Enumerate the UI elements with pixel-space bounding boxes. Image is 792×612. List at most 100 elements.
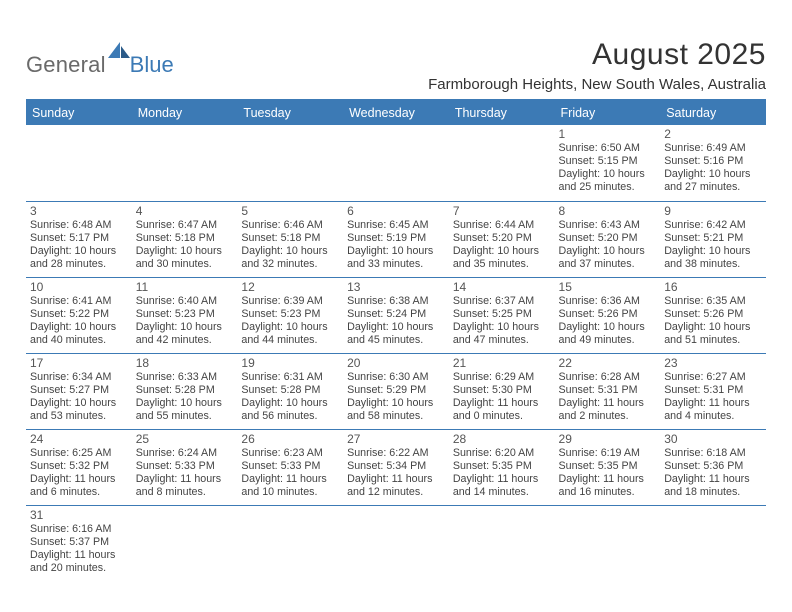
calendar-cell: 29Sunrise: 6:19 AMSunset: 5:35 PMDayligh… [555, 429, 661, 505]
calendar-cell: 26Sunrise: 6:23 AMSunset: 5:33 PMDayligh… [237, 429, 343, 505]
calendar-row: 24Sunrise: 6:25 AMSunset: 5:32 PMDayligh… [26, 429, 766, 505]
calendar-row: 3Sunrise: 6:48 AMSunset: 5:17 PMDaylight… [26, 201, 766, 277]
calendar-cell [26, 125, 132, 201]
brand-logo: General Blue [26, 38, 174, 78]
day-details: Sunrise: 6:49 AMSunset: 5:16 PMDaylight:… [664, 142, 762, 194]
calendar-cell: 7Sunrise: 6:44 AMSunset: 5:20 PMDaylight… [449, 201, 555, 277]
calendar-cell [237, 125, 343, 201]
day-details: Sunrise: 6:24 AMSunset: 5:33 PMDaylight:… [136, 447, 234, 499]
day-details: Sunrise: 6:25 AMSunset: 5:32 PMDaylight:… [30, 447, 128, 499]
brand-part1: General [26, 52, 106, 78]
day-details: Sunrise: 6:47 AMSunset: 5:18 PMDaylight:… [136, 219, 234, 271]
calendar-cell [132, 125, 238, 201]
day-details: Sunrise: 6:36 AMSunset: 5:26 PMDaylight:… [559, 295, 657, 347]
day-details: Sunrise: 6:18 AMSunset: 5:36 PMDaylight:… [664, 447, 762, 499]
calendar-cell: 28Sunrise: 6:20 AMSunset: 5:35 PMDayligh… [449, 429, 555, 505]
day-number: 30 [664, 433, 762, 446]
day-number: 25 [136, 433, 234, 446]
day-header: Thursday [449, 101, 555, 125]
calendar-cell: 18Sunrise: 6:33 AMSunset: 5:28 PMDayligh… [132, 353, 238, 429]
day-number: 26 [241, 433, 339, 446]
day-number: 31 [30, 509, 128, 522]
calendar-cell [343, 125, 449, 201]
day-details: Sunrise: 6:23 AMSunset: 5:33 PMDaylight:… [241, 447, 339, 499]
calendar-table: Sunday Monday Tuesday Wednesday Thursday… [26, 101, 766, 581]
day-number: 13 [347, 281, 445, 294]
day-number: 18 [136, 357, 234, 370]
day-details: Sunrise: 6:40 AMSunset: 5:23 PMDaylight:… [136, 295, 234, 347]
day-number: 12 [241, 281, 339, 294]
calendar-cell [237, 505, 343, 581]
calendar-cell: 1Sunrise: 6:50 AMSunset: 5:15 PMDaylight… [555, 125, 661, 201]
day-number: 24 [30, 433, 128, 446]
day-details: Sunrise: 6:45 AMSunset: 5:19 PMDaylight:… [347, 219, 445, 271]
day-header: Tuesday [237, 101, 343, 125]
day-details: Sunrise: 6:28 AMSunset: 5:31 PMDaylight:… [559, 371, 657, 423]
sail-icon [106, 40, 132, 65]
calendar-cell [343, 505, 449, 581]
day-number: 19 [241, 357, 339, 370]
day-number: 1 [559, 128, 657, 141]
calendar-cell: 20Sunrise: 6:30 AMSunset: 5:29 PMDayligh… [343, 353, 449, 429]
day-header: Monday [132, 101, 238, 125]
day-details: Sunrise: 6:19 AMSunset: 5:35 PMDaylight:… [559, 447, 657, 499]
day-number: 10 [30, 281, 128, 294]
day-details: Sunrise: 6:50 AMSunset: 5:15 PMDaylight:… [559, 142, 657, 194]
day-details: Sunrise: 6:20 AMSunset: 5:35 PMDaylight:… [453, 447, 551, 499]
calendar-cell: 23Sunrise: 6:27 AMSunset: 5:31 PMDayligh… [660, 353, 766, 429]
day-number: 28 [453, 433, 551, 446]
day-details: Sunrise: 6:46 AMSunset: 5:18 PMDaylight:… [241, 219, 339, 271]
day-details: Sunrise: 6:27 AMSunset: 5:31 PMDaylight:… [664, 371, 762, 423]
day-header-row: Sunday Monday Tuesday Wednesday Thursday… [26, 101, 766, 125]
day-number: 11 [136, 281, 234, 294]
calendar-cell: 15Sunrise: 6:36 AMSunset: 5:26 PMDayligh… [555, 277, 661, 353]
calendar-cell: 31Sunrise: 6:16 AMSunset: 5:37 PMDayligh… [26, 505, 132, 581]
calendar-cell [449, 505, 555, 581]
calendar-row: 31Sunrise: 6:16 AMSunset: 5:37 PMDayligh… [26, 505, 766, 581]
calendar-cell [449, 125, 555, 201]
day-details: Sunrise: 6:38 AMSunset: 5:24 PMDaylight:… [347, 295, 445, 347]
day-details: Sunrise: 6:31 AMSunset: 5:28 PMDaylight:… [241, 371, 339, 423]
calendar-row: 1Sunrise: 6:50 AMSunset: 5:15 PMDaylight… [26, 125, 766, 201]
calendar-cell: 19Sunrise: 6:31 AMSunset: 5:28 PMDayligh… [237, 353, 343, 429]
page-header: General Blue August 2025 Farmborough Hei… [26, 0, 766, 101]
day-details: Sunrise: 6:16 AMSunset: 5:37 PMDaylight:… [30, 523, 128, 575]
calendar-cell: 9Sunrise: 6:42 AMSunset: 5:21 PMDaylight… [660, 201, 766, 277]
calendar-cell: 21Sunrise: 6:29 AMSunset: 5:30 PMDayligh… [449, 353, 555, 429]
day-header: Saturday [660, 101, 766, 125]
calendar-cell [660, 505, 766, 581]
calendar-cell: 6Sunrise: 6:45 AMSunset: 5:19 PMDaylight… [343, 201, 449, 277]
day-number: 15 [559, 281, 657, 294]
day-header: Friday [555, 101, 661, 125]
day-number: 27 [347, 433, 445, 446]
day-number: 14 [453, 281, 551, 294]
calendar-cell: 24Sunrise: 6:25 AMSunset: 5:32 PMDayligh… [26, 429, 132, 505]
calendar-cell: 11Sunrise: 6:40 AMSunset: 5:23 PMDayligh… [132, 277, 238, 353]
day-number: 29 [559, 433, 657, 446]
calendar-cell: 2Sunrise: 6:49 AMSunset: 5:16 PMDaylight… [660, 125, 766, 201]
calendar-cell: 5Sunrise: 6:46 AMSunset: 5:18 PMDaylight… [237, 201, 343, 277]
day-details: Sunrise: 6:29 AMSunset: 5:30 PMDaylight:… [453, 371, 551, 423]
day-details: Sunrise: 6:35 AMSunset: 5:26 PMDaylight:… [664, 295, 762, 347]
day-number: 5 [241, 205, 339, 218]
calendar-cell: 16Sunrise: 6:35 AMSunset: 5:26 PMDayligh… [660, 277, 766, 353]
day-number: 9 [664, 205, 762, 218]
day-number: 3 [30, 205, 128, 218]
calendar-cell: 22Sunrise: 6:28 AMSunset: 5:31 PMDayligh… [555, 353, 661, 429]
day-number: 8 [559, 205, 657, 218]
calendar-cell: 17Sunrise: 6:34 AMSunset: 5:27 PMDayligh… [26, 353, 132, 429]
calendar-cell: 30Sunrise: 6:18 AMSunset: 5:36 PMDayligh… [660, 429, 766, 505]
day-details: Sunrise: 6:22 AMSunset: 5:34 PMDaylight:… [347, 447, 445, 499]
calendar-row: 17Sunrise: 6:34 AMSunset: 5:27 PMDayligh… [26, 353, 766, 429]
month-title: August 2025 [428, 38, 766, 72]
day-number: 4 [136, 205, 234, 218]
day-number: 20 [347, 357, 445, 370]
day-details: Sunrise: 6:44 AMSunset: 5:20 PMDaylight:… [453, 219, 551, 271]
day-number: 7 [453, 205, 551, 218]
calendar-cell: 27Sunrise: 6:22 AMSunset: 5:34 PMDayligh… [343, 429, 449, 505]
brand-part2: Blue [130, 52, 174, 78]
calendar-cell: 14Sunrise: 6:37 AMSunset: 5:25 PMDayligh… [449, 277, 555, 353]
day-header: Sunday [26, 101, 132, 125]
day-number: 21 [453, 357, 551, 370]
calendar-cell: 3Sunrise: 6:48 AMSunset: 5:17 PMDaylight… [26, 201, 132, 277]
